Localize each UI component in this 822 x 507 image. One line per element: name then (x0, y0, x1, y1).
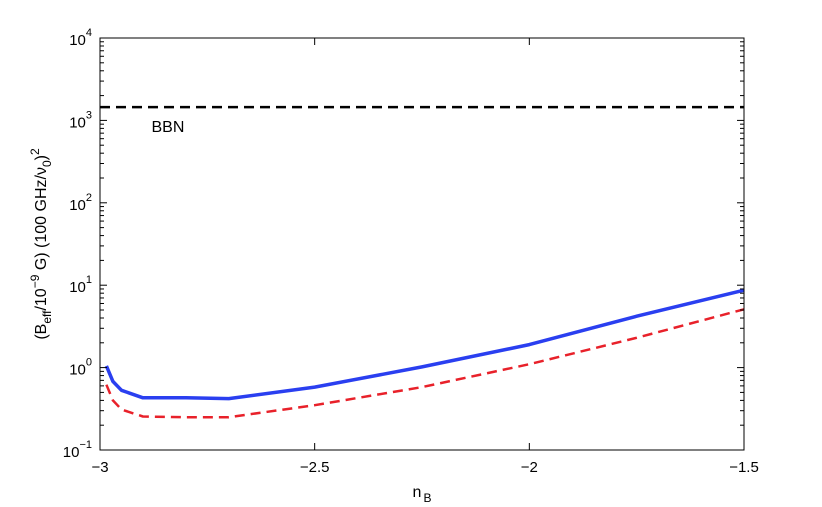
y-tick-label: 100 (69, 357, 92, 379)
y-tick-label: 104 (69, 27, 92, 49)
x-tick-label: −3 (91, 459, 108, 476)
plot-background (100, 38, 744, 450)
y-tick-label: 102 (69, 192, 92, 214)
series-line-1 (105, 308, 745, 419)
annotation-layer: BBN (152, 119, 185, 136)
x-tick-label: −2.5 (300, 459, 330, 476)
x-tick-label: −1.5 (729, 459, 759, 476)
y-axis-label: (Beff/10−9 G) (100 GHz/ν0)2 (28, 148, 54, 340)
tick-layer: −3 −2.5 −2 −1.5 10−1 100 101 102 103 104 (63, 27, 759, 476)
series-layer (100, 105, 745, 419)
y-tick-label: 10−1 (63, 439, 92, 461)
plot-frame (99, 37, 745, 451)
x-tick-label: −2 (521, 459, 538, 476)
y-tick-label: 103 (69, 109, 92, 131)
annotation-text: BBN (152, 119, 185, 136)
y-tick-label: 101 (69, 274, 92, 296)
series-line-0 (104, 288, 745, 401)
